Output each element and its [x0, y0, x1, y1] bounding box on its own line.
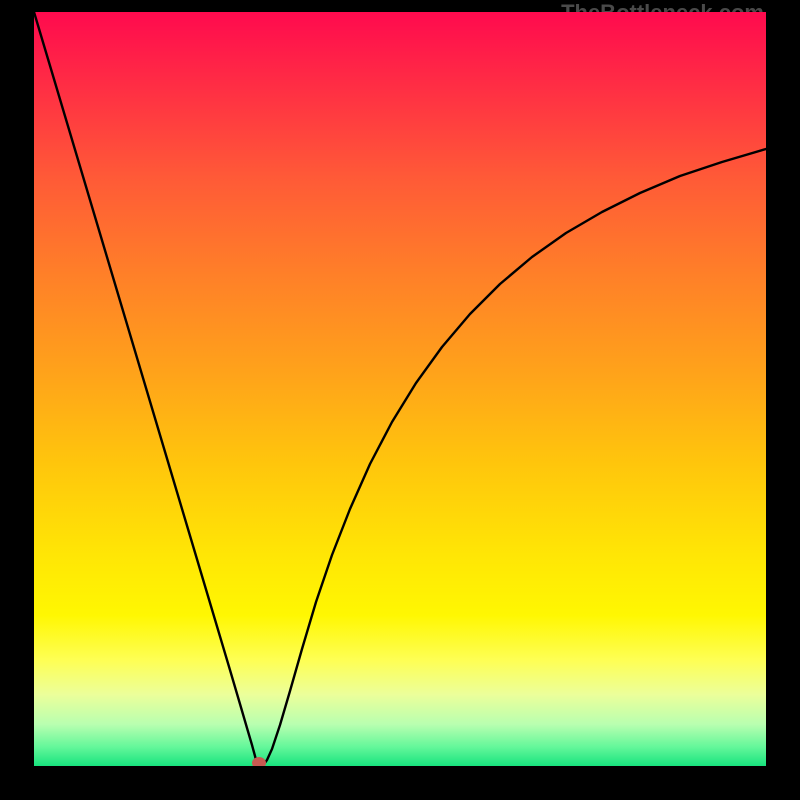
plot-svg [34, 12, 766, 766]
chart-frame: TheBottleneck.com [0, 0, 800, 800]
gradient-background [34, 12, 766, 766]
plot-area [34, 12, 766, 766]
